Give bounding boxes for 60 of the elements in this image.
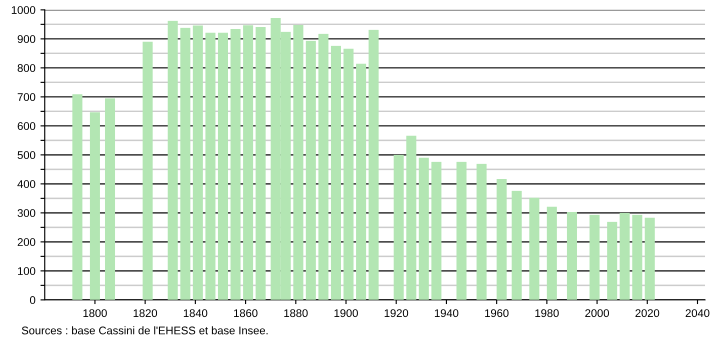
y-tick-label: 300 [18,209,36,218]
bar [168,20,178,300]
bar [180,28,190,300]
x-tick-label: 1860 [234,309,258,318]
bar [218,32,228,300]
bar [205,32,216,300]
bar [394,154,404,300]
bar [243,25,254,300]
bar [418,158,429,300]
y-tick-label: 600 [18,122,36,130]
y-tick-label: 200 [18,238,36,246]
bar [620,212,630,300]
y-tick-label: 500 [18,151,36,160]
bar [293,24,304,300]
bar [356,64,366,300]
bar [306,40,316,300]
x-tick-label: 1980 [535,309,559,318]
x-tick-label: 1900 [334,309,358,318]
bar [368,30,379,300]
y-tick-label: 1000 [12,6,36,14]
x-tick-label: 2020 [635,309,660,318]
bar [104,98,116,300]
bar [72,94,82,300]
x-tick-label: 1920 [384,309,408,318]
bar [142,42,153,300]
bar [230,29,241,300]
bar [431,162,442,300]
bar [456,162,467,300]
source-note: Sources : base Cassini de l'EHESS et base Insee. [22,326,268,334]
bar [590,214,600,300]
bar [644,218,655,300]
y-tick-label: 0 [30,296,36,304]
bar [566,212,577,300]
y-tick-label: 900 [18,35,36,43]
bar [632,214,642,300]
bar [512,190,522,300]
bar [90,112,100,300]
x-tick-label: 1940 [434,309,458,318]
x-tick-label: 1840 [184,309,208,318]
bar [607,222,618,300]
bar [406,136,416,300]
bar [529,198,540,300]
bar [546,206,557,300]
x-tick-label: 1800 [83,309,107,318]
y-tick-label: 800 [18,64,36,72]
x-tick-label: 2040 [686,309,710,318]
bar [318,34,328,300]
y-tick-label: 700 [18,93,36,101]
x-tick-label: 2000 [585,309,609,318]
bar [496,178,507,300]
x-tick-label: 1820 [134,309,158,318]
bar [476,164,487,300]
bar [330,46,341,300]
bar [192,26,203,300]
bar [256,26,266,300]
y-tick-label: 400 [17,180,36,188]
y-tick-label: 100 [18,267,36,276]
bar [343,48,354,300]
x-tick-label: 1880 [284,309,308,318]
x-tick-label: 1960 [485,309,509,318]
